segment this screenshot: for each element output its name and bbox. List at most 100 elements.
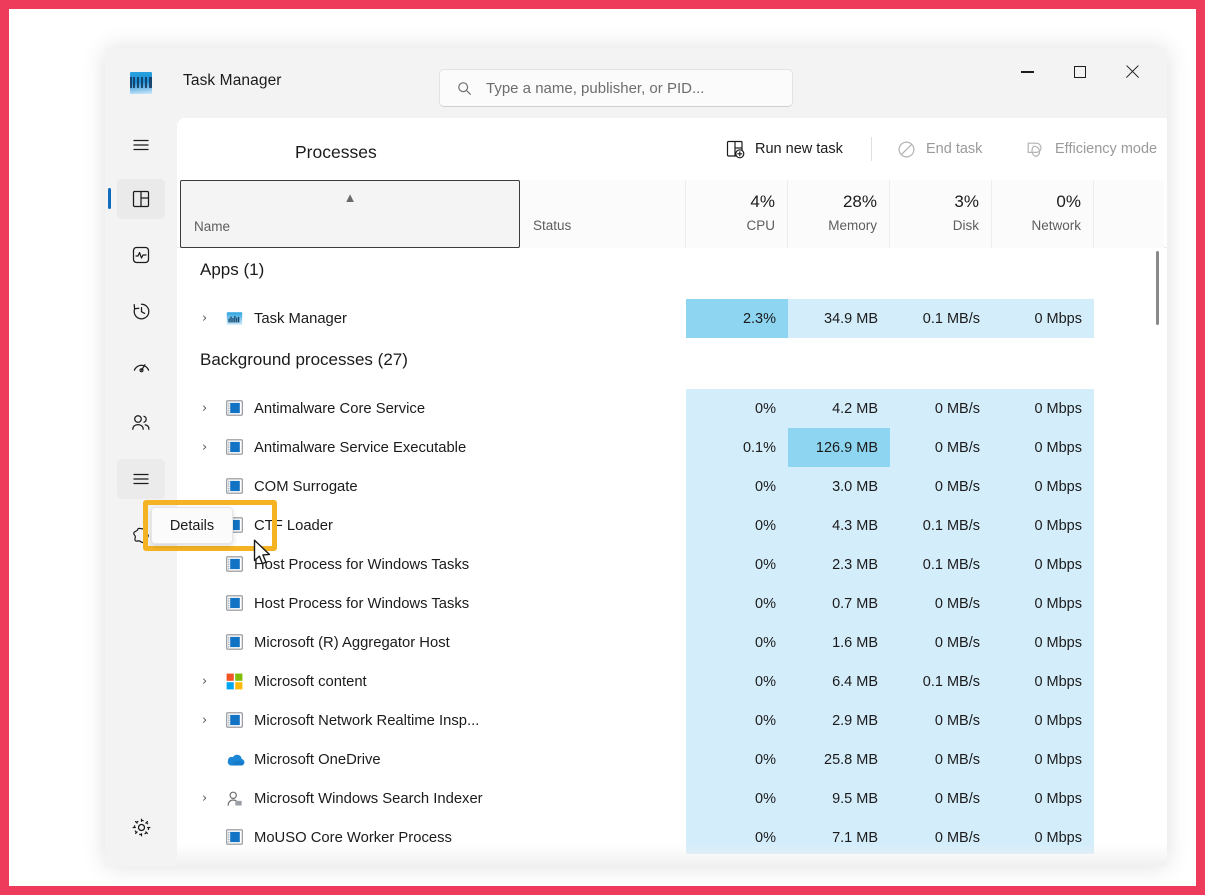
search-input[interactable] (486, 79, 776, 97)
process-row[interactable]: Host Process for Windows Tasks 0% 2.3 MB 0.… (177, 545, 1167, 584)
process-name-label: Host Process for Windows Tasks (254, 595, 470, 612)
process-list[interactable]: Apps (1) › Task Manager 2.3% 34.9 MB 0.1 MB/s… (177, 248, 1167, 854)
process-name-cell[interactable]: Host Process for Windows Tasks (180, 584, 520, 623)
chevron-right-icon[interactable]: › (202, 674, 208, 689)
process-network-cell: 0 Mbps (992, 428, 1094, 467)
maximize-button[interactable] (1056, 48, 1103, 96)
sidebar-item-startup-apps[interactable] (117, 347, 165, 387)
group-metric-spacer (788, 248, 890, 299)
column-header-status-label: Status (533, 218, 572, 233)
vertical-scrollbar[interactable] (1151, 248, 1165, 854)
process-group-header[interactable]: Apps (1) (177, 248, 1167, 299)
efficiency-mode-button[interactable]: Efficiency mode (1015, 131, 1167, 167)
close-button[interactable] (1108, 48, 1155, 96)
chevron-right-icon[interactable]: › (202, 440, 208, 455)
page-title: Processes (295, 142, 377, 162)
column-header-cpu[interactable]: 4% CPU (686, 180, 788, 248)
end-task-label: End task (926, 141, 983, 157)
column-header-status[interactable]: Status (520, 180, 686, 248)
process-disk-cell: 0.1 MB/s (890, 299, 992, 338)
group-metric-spacer (890, 248, 992, 299)
sidebar-item-processes[interactable] (108, 179, 165, 219)
process-name-label: Microsoft Network Realtime Insp... (254, 712, 480, 729)
search-icon (458, 81, 471, 95)
group-metric-spacer (788, 338, 890, 389)
sidebar-item-app-history[interactable] (117, 291, 165, 331)
column-header-network[interactable]: 0% Network (992, 180, 1094, 248)
process-status-cell (520, 467, 686, 506)
sidebar-item-settings[interactable] (117, 807, 165, 847)
process-row[interactable]: › Microsoft Network Realtime Insp... 0% 2.9… (177, 701, 1167, 740)
details-tooltip: Details (151, 507, 233, 544)
process-name-cell[interactable]: › Antimalware Core Service (180, 389, 520, 428)
group-metric-spacer (992, 338, 1094, 389)
column-header-name[interactable]: ▲ Name (180, 180, 520, 248)
process-name-cell[interactable]: › Antimalware Service Executable (180, 428, 520, 467)
details-highlight-box (143, 500, 277, 551)
process-name-cell[interactable]: Host Process for Windows Tasks (180, 545, 520, 584)
process-name-label: Host Process for Windows Tasks (254, 556, 470, 573)
process-network-cell: 0 Mbps (992, 779, 1094, 818)
process-row[interactable]: › Task Manager 2.3% 34.9 MB 0.1 MB/s 0 Mbps (177, 299, 1167, 338)
column-header-network-label: Network (1031, 218, 1081, 233)
sidebar-item-performance[interactable] (117, 235, 165, 275)
process-row[interactable]: Host Process for Windows Tasks 0% 0.7 MB 0 … (177, 584, 1167, 623)
sidebar-item-users[interactable] (117, 403, 165, 443)
process-disk-cell: 0 MB/s (890, 389, 992, 428)
process-name-cell[interactable]: Microsoft OneDrive (180, 740, 520, 779)
process-row[interactable]: › Antimalware Service Executable 0.1% 126.9… (177, 428, 1167, 467)
process-row[interactable]: CTF Loader 0% 4.3 MB 0.1 MB/s 0 Mbps (177, 506, 1167, 545)
process-name-cell[interactable]: Microsoft (R) Aggregator Host (180, 623, 520, 662)
process-name-label: MoUSO Core Worker Process (254, 829, 452, 846)
hamburger-icon (133, 139, 149, 151)
process-memory-cell: 4.2 MB (788, 389, 890, 428)
process-row[interactable]: › Microsoft content 0% 6.4 MB 0.1 MB/s 0 Mbps (177, 662, 1167, 701)
process-name-cell[interactable]: MoUSO Core Worker Process (180, 818, 520, 854)
process-row[interactable]: Microsoft OneDrive 0% 25.8 MB 0 MB/s 0 Mbps (177, 740, 1167, 779)
process-memory-cell: 34.9 MB (788, 299, 890, 338)
run-new-task-button[interactable]: Run new task (716, 131, 853, 167)
process-group-header[interactable]: Background processes (27) (177, 338, 1167, 389)
scrollbar-thumb[interactable] (1156, 251, 1159, 325)
performance-icon (132, 246, 150, 264)
process-network-cell: 0 Mbps (992, 389, 1094, 428)
chevron-right-icon[interactable]: › (202, 791, 208, 806)
generic-process-icon (226, 634, 243, 651)
minimize-button[interactable] (1004, 48, 1051, 96)
process-status-cell (520, 545, 686, 584)
chevron-right-icon[interactable]: › (202, 401, 208, 416)
process-cpu-cell: 0.1% (686, 428, 788, 467)
search-box[interactable] (439, 69, 793, 107)
process-name-cell[interactable]: › Microsoft content (180, 662, 520, 701)
column-header-disk[interactable]: 3% Disk (890, 180, 992, 248)
process-name-cell[interactable]: › Microsoft Windows Search Indexer (180, 779, 520, 818)
navigation-rail (105, 118, 177, 866)
search-indexer-person-icon (226, 790, 243, 807)
process-status-cell (520, 389, 686, 428)
process-name-label: Antimalware Core Service (254, 400, 426, 417)
generic-process-icon (226, 712, 243, 729)
toolbar-divider (871, 137, 872, 161)
minimize-icon (1021, 71, 1034, 73)
process-memory-cell: 25.8 MB (788, 740, 890, 779)
process-row[interactable]: › Antimalware Core Service 0% 4.2 MB 0 MB/s 0… (177, 389, 1167, 428)
end-task-button[interactable]: End task (887, 131, 992, 167)
sidebar-item-hamburger[interactable] (117, 125, 165, 165)
process-name-label: Task Manager (254, 310, 347, 327)
process-name-cell[interactable]: › Task Manager (180, 299, 520, 338)
process-name-cell[interactable]: › Microsoft Network Realtime Insp... (180, 701, 520, 740)
network-total-value: 0% (1056, 192, 1081, 211)
column-header-memory[interactable]: 28% Memory (788, 180, 890, 248)
process-row[interactable]: COM Surrogate 0% 3.0 MB 0 MB/s 0 Mbps (177, 467, 1167, 506)
process-name-cell[interactable]: COM Surrogate (180, 467, 520, 506)
process-row[interactable]: › Microsoft Windows Search Indexer 0% 9.5 M… (177, 779, 1167, 818)
process-status-cell (520, 623, 686, 662)
process-status-cell (520, 506, 686, 545)
process-row[interactable]: MoUSO Core Worker Process 0% 7.1 MB 0 MB/s 0… (177, 818, 1167, 854)
chevron-right-icon[interactable]: › (202, 311, 208, 326)
chevron-right-icon[interactable]: › (202, 713, 208, 728)
process-network-cell: 0 Mbps (992, 623, 1094, 662)
process-row[interactable]: Microsoft (R) Aggregator Host 0% 1.6 MB 0 M… (177, 623, 1167, 662)
sidebar-item-details[interactable] (117, 459, 165, 499)
